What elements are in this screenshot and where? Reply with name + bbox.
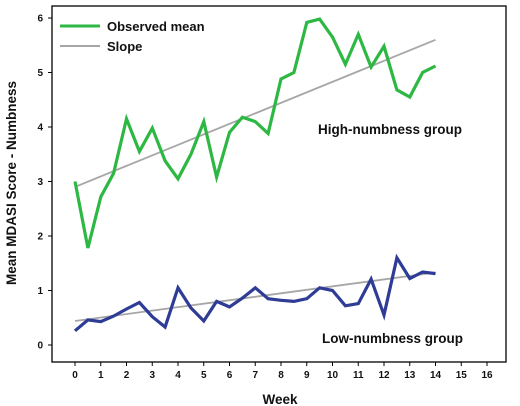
plot-area-border [51,5,507,363]
x-tick-label: 6 [227,370,233,381]
x-axis-title: Week [262,392,298,406]
x-tick-label: 16 [481,370,493,381]
legend-label-slope: Slope [107,39,142,54]
x-tick-label: 5 [201,370,207,381]
y-tick-label: 1 [37,286,43,297]
y-tick-label: 0 [37,341,43,352]
y-axis-title: Mean MDASI Score - Numbness [4,81,19,285]
x-tick-label: 11 [353,370,364,381]
legend: Observed mean Slope [60,19,205,54]
annotation-high-numbness-group: High-numbness group [318,122,462,137]
x-tick-label: 10 [327,370,339,381]
x-tick-label: 2 [124,370,130,381]
plot-frame [51,5,507,363]
y-tick-label: 3 [37,177,43,188]
x-tick-label: 0 [72,370,78,381]
low-numbness-observed-mean-line [73,253,436,333]
annotation-low-numbness-group: Low-numbness group [322,331,463,346]
series-layer [73,17,437,333]
x-tick-label: 14 [430,370,442,381]
high-numbness-observed-mean-line [73,17,437,249]
low-numbness-slope-line [74,271,436,322]
x-tick-label: 7 [252,370,258,381]
y-tick-label: 2 [37,232,43,243]
x-tick-label: 13 [404,370,416,381]
x-tick-label: 1 [98,370,104,381]
x-tick-label: 3 [149,370,155,381]
legend-label-observed-mean: Observed mean [107,19,205,34]
y-tick-label: 6 [37,14,43,25]
x-tick-label: 9 [304,370,310,381]
y-tick-label: 5 [37,68,43,79]
x-tick-label: 15 [456,370,468,381]
x-tick-label: 4 [175,370,181,381]
x-tick-label: 8 [278,370,284,381]
x-tick-label: 12 [378,370,390,381]
y-tick-label: 4 [37,123,43,134]
high-numbness-slope-line [74,38,436,188]
